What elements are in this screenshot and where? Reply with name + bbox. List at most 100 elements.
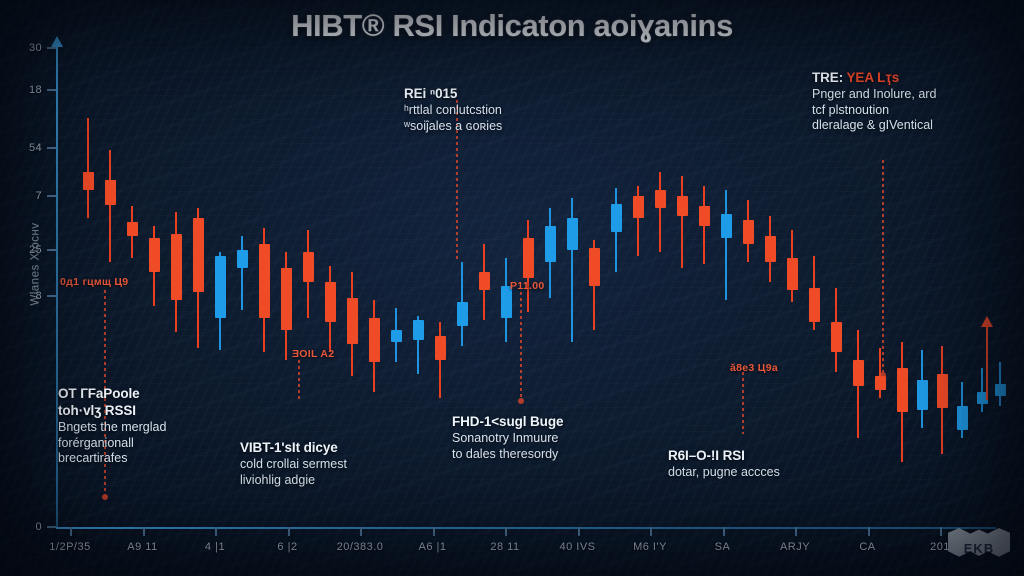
price-tag-3: ă8е3 Ц9а [730, 362, 779, 374]
annotation-bottom-mid-2-line-2: to dales theresordy [452, 446, 559, 461]
y-tick-mark [47, 295, 56, 297]
candle-body [346, 298, 358, 344]
candle-body [874, 376, 886, 390]
candle-body [148, 238, 160, 272]
annotation-top-right: TRE: YEA Lҭs Pnger and Inolure, ard tcf … [812, 70, 936, 134]
candle-body [588, 248, 600, 286]
candlestick [956, 382, 968, 438]
candle-body [82, 172, 94, 190]
annotation-bottom-left-line-2: forérganionall [58, 435, 134, 450]
candlestick [280, 252, 292, 360]
annotation-bottom-mid-2-head: FHD-1<sugl Buge [452, 414, 564, 429]
x-tick-mark-1 [142, 527, 145, 536]
candlestick [500, 258, 512, 342]
price-tag-0: 0д1 гцмщ Ц9 [60, 276, 129, 288]
candlestick [236, 236, 248, 310]
candle-body [258, 244, 270, 318]
y-tick-label: 30 [28, 42, 42, 54]
candlestick [742, 200, 754, 262]
x-tick-label-11: CA [859, 541, 876, 553]
candlestick [214, 252, 226, 350]
candlestick [916, 350, 928, 428]
annotation-top-right-head-value: YEA Lҭs [846, 70, 900, 85]
annotation-bottom-mid-1-line-1: cold crollai sermest [240, 457, 347, 471]
y-tick-label: 7 [35, 190, 42, 202]
x-tick-mark-2 [215, 527, 217, 536]
candlestick [412, 316, 424, 374]
candlestick [588, 240, 600, 330]
candlestick [456, 262, 468, 346]
y-tick-mark [47, 147, 56, 149]
annotation-bottom-mid-1: VIBT-1'sIt dicye cold crollai sermest li… [240, 440, 347, 488]
y-tick-label: 25 [28, 244, 42, 256]
candle-body [390, 330, 402, 342]
candle-body [522, 238, 534, 278]
candle-wick [659, 172, 661, 252]
candle-body [936, 374, 948, 408]
y-axis-arrow-icon [51, 36, 63, 47]
candlestick [192, 208, 204, 348]
x-tick-mark-6 [505, 527, 507, 536]
candlestick [566, 198, 578, 342]
annotation-top-center: REi ⁿ015 ʰrttlal conlutсstion ʷsoiĵales … [404, 86, 502, 134]
candlestick [126, 206, 138, 258]
candle-body [126, 222, 138, 236]
candle-body [808, 288, 820, 322]
candlestick [896, 342, 908, 462]
candle-wick [637, 186, 639, 256]
x-axis-line [56, 527, 996, 529]
candle-wick [725, 190, 727, 300]
x-tick-label-0: 1/2P/35 [49, 541, 91, 553]
candle-body [544, 226, 556, 262]
candle-wick [981, 368, 983, 412]
candlestick [936, 346, 948, 454]
candlestick [522, 220, 534, 312]
candlestick [302, 230, 314, 318]
page-title-text: HIBT® RSI Indicaton aoiɣanins [291, 8, 733, 43]
candle-body [786, 258, 798, 290]
candlestick [346, 272, 358, 376]
annotation-bottom-left-head2: toh·vlʒ RSSI [58, 403, 136, 418]
leader-line-6 [880, 160, 886, 378]
candle-wick [109, 150, 111, 262]
candle-body [720, 214, 732, 238]
leader-line-1 [102, 290, 108, 500]
candle-wick [439, 322, 441, 398]
annotation-top-right-line-3: dleralage & gIVentical [812, 118, 933, 132]
candlestick [148, 226, 160, 306]
annotation-bottom-left-line-1: Bngets the merglad [58, 420, 167, 434]
candle-body [610, 204, 622, 232]
candlestick [698, 186, 710, 264]
candle-body [896, 368, 908, 412]
annotation-top-right-head: TRE: YEA Lҭs [812, 70, 936, 85]
annotation-bottom-left: OT ГFaPoole toh·vlʒ RSSI Bngets the merg… [58, 386, 166, 467]
annotation-bottom-mid-1-head: VIBT-1'sIt dicye [240, 440, 338, 455]
annotation-top-right-line-2: tcf plstnoution [812, 102, 890, 117]
annotation-top-center-head: REi ⁿ015 [404, 86, 458, 101]
x-tick-label-7: 40 IVS [559, 541, 596, 553]
candle-body [192, 218, 204, 292]
annotation-top-right-line-1: Pnger and Inolure, ard [812, 87, 937, 101]
candle-body [368, 318, 380, 362]
x-tick-mark-4 [360, 527, 362, 536]
y-tick-label: 0 [35, 521, 42, 533]
candlestick [82, 118, 94, 218]
candlestick [786, 230, 798, 302]
candlestick [324, 266, 336, 352]
candle-body [764, 236, 776, 262]
y-tick-mark [47, 249, 56, 251]
candle-body [434, 336, 446, 360]
annotation-bottom-mid-2-line-1: Sonanotry Inmuure [452, 431, 559, 445]
x-tick-label-1: A9 11 [127, 541, 158, 553]
annotation-top-center-line-2: ʷsoiĵales a ɢoʀies [404, 118, 503, 133]
candlestick [852, 330, 864, 438]
x-tick-label-9: SA [714, 541, 731, 553]
y-tick-mark [47, 526, 56, 528]
candlestick [764, 216, 776, 282]
candlestick [632, 186, 644, 256]
candle-body [302, 252, 314, 282]
candle-body [654, 190, 666, 208]
